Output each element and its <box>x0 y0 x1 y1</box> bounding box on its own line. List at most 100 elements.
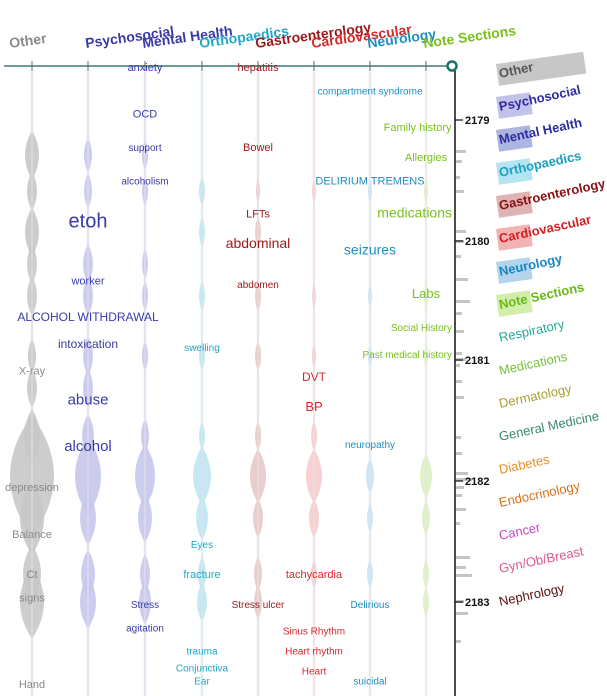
word-ear: Ear <box>194 677 210 688</box>
histogram-bar-16 <box>456 436 461 439</box>
legend-item-cardiovascular[interactable]: Cardiovascular <box>495 212 593 251</box>
legend-item-diabetes[interactable]: Diabetes <box>498 451 552 476</box>
legend-item-dermatology[interactable]: Dermatology <box>498 381 574 411</box>
word-conjunctiva: Conjunctiva <box>176 663 229 674</box>
histogram-bar-28 <box>456 612 468 615</box>
column-header-note-sections: Note Sections <box>422 22 517 51</box>
axis-tick-label-2183: 2183 <box>465 597 489 609</box>
word-family-history: Family history <box>384 122 452 134</box>
histogram-bar-3 <box>456 190 464 193</box>
histogram-bar-13 <box>456 364 460 367</box>
word-allergies: Allergies <box>405 152 448 164</box>
histogram-bar-4 <box>456 230 466 233</box>
histogram-bar-19 <box>456 478 472 481</box>
histogram-bar-15 <box>456 396 464 399</box>
word-labels: anxiety hepatitis compartment syndrome OCD F… <box>5 62 452 691</box>
word-hand: Hand <box>19 679 45 691</box>
legend-item-note-sections[interactable]: Note Sections <box>496 279 585 317</box>
word-trauma: trauma <box>186 647 218 658</box>
axis-handle <box>446 60 458 72</box>
word-delirious: Delirious <box>351 600 390 611</box>
word-etoh: etoh <box>69 211 108 233</box>
legend-label-respiratory: Respiratory <box>498 316 567 345</box>
word-ct: Ct <box>27 569 38 581</box>
histogram-bar-18 <box>456 472 468 475</box>
legend-swatch-orthopaedics <box>495 158 533 185</box>
legend-item-nephrology[interactable]: Nephrology <box>498 580 567 609</box>
legend-label-diabetes: Diabetes <box>498 451 552 476</box>
legend-item-general-medicine[interactable]: General Medicine <box>498 408 601 444</box>
histogram-bar-20 <box>456 486 464 489</box>
word-lfts: LFTs <box>246 209 270 221</box>
histogram-bar-11 <box>456 352 462 355</box>
legend-item-mental-health[interactable]: Mental Health <box>496 115 583 152</box>
word-intoxication: intoxication <box>58 337 118 351</box>
word-heart-rhythm: Heart rhythm <box>285 647 343 658</box>
word-tachycardia: tachycardia <box>286 569 343 581</box>
legend-item-neurology[interactable]: Neurology <box>496 251 564 284</box>
word-heart: Heart <box>302 667 327 678</box>
word-swelling: swelling <box>184 343 220 354</box>
histogram-bar-8 <box>456 300 470 303</box>
legend-label-general-medicine: General Medicine <box>498 408 601 444</box>
word-bowel: Bowel <box>243 142 273 154</box>
histogram-bar-10 <box>456 330 464 333</box>
word-agitation: agitation <box>126 623 164 634</box>
legend-label-dermatology: Dermatology <box>498 381 574 411</box>
word-alcohol: alcohol <box>64 438 112 455</box>
word-stress-ulcer: Stress ulcer <box>232 600 285 611</box>
word-abuse: abuse <box>68 392 109 409</box>
legend-label-orthopaedics: Orthopaedics <box>498 148 583 180</box>
word-abdominal: abdominal <box>226 235 291 251</box>
word-suicidal: suicidal <box>353 677 386 688</box>
legend-item-orthopaedics[interactable]: Orthopaedics <box>495 148 583 185</box>
legend-item-psychosocial[interactable]: Psychosocial <box>496 82 582 119</box>
word-neuropathy: neuropathy <box>345 440 395 451</box>
column-guide-lines <box>4 61 455 696</box>
legend-label-endocrinology: Endocrinology <box>498 478 582 510</box>
word-dvt: DVT <box>302 370 327 384</box>
word-support: support <box>128 143 162 154</box>
word-signs: signs <box>19 592 45 604</box>
word-anxiety: anxiety <box>128 62 163 74</box>
word-sinus-rhythm: Sinus Rhythm <box>283 627 345 638</box>
legend-label-nephrology: Nephrology <box>498 580 567 609</box>
legend-label-cardiovascular: Cardiovascular <box>498 212 593 246</box>
legend-label-cancer: Cancer <box>498 519 543 543</box>
legend-item-medications[interactable]: Medications <box>498 349 569 378</box>
legend-label-mental-health: Mental Health <box>498 115 584 147</box>
axis-tick-label-2179: 2179 <box>465 115 489 127</box>
histogram-bar-1 <box>456 160 462 163</box>
legend-item-endocrinology[interactable]: Endocrinology <box>498 478 582 510</box>
histogram-bar-25 <box>456 566 466 569</box>
legend-swatch-gastroenterology <box>495 191 533 218</box>
histogram-bar-14 <box>456 380 462 383</box>
word-compartment-syndrome: compartment syndrome <box>317 86 422 97</box>
legend-swatch-note-sections <box>496 290 533 317</box>
time-axis: 2179 2180 2181 2182 2183 <box>446 60 489 696</box>
legend-label-psychosocial: Psychosocial <box>498 82 582 114</box>
word-social-history: Social History <box>391 323 452 334</box>
legend-label-gyn-ob-breast: Gyn/Ob/Breast <box>498 543 586 576</box>
axis-tick-label-2182: 2182 <box>465 476 489 488</box>
timeline-histogram <box>456 150 472 643</box>
column-header-other: Other <box>8 30 48 51</box>
histogram-bar-7 <box>456 278 468 281</box>
histogram-bar-17 <box>456 452 462 455</box>
legend-item-cancer[interactable]: Cancer <box>498 519 543 543</box>
word-fracture: fracture <box>183 569 220 581</box>
histogram-bar-9 <box>456 312 462 315</box>
word-seizures: seizures <box>344 241 396 257</box>
word-balance: Balance <box>12 529 52 541</box>
legend-item-gyn-ob-breast[interactable]: Gyn/Ob/Breast <box>498 543 586 576</box>
legend-item-respiratory[interactable]: Respiratory <box>498 316 567 345</box>
histogram-bar-24 <box>456 556 470 559</box>
histogram-bar-23 <box>456 522 460 525</box>
word-delirium-tremens: DELIRIUM TREMENS <box>315 175 424 187</box>
axis-tick-label-2180: 2180 <box>465 236 489 248</box>
word-stress: Stress <box>131 600 159 611</box>
legend-item-other[interactable]: Other <box>496 51 587 86</box>
